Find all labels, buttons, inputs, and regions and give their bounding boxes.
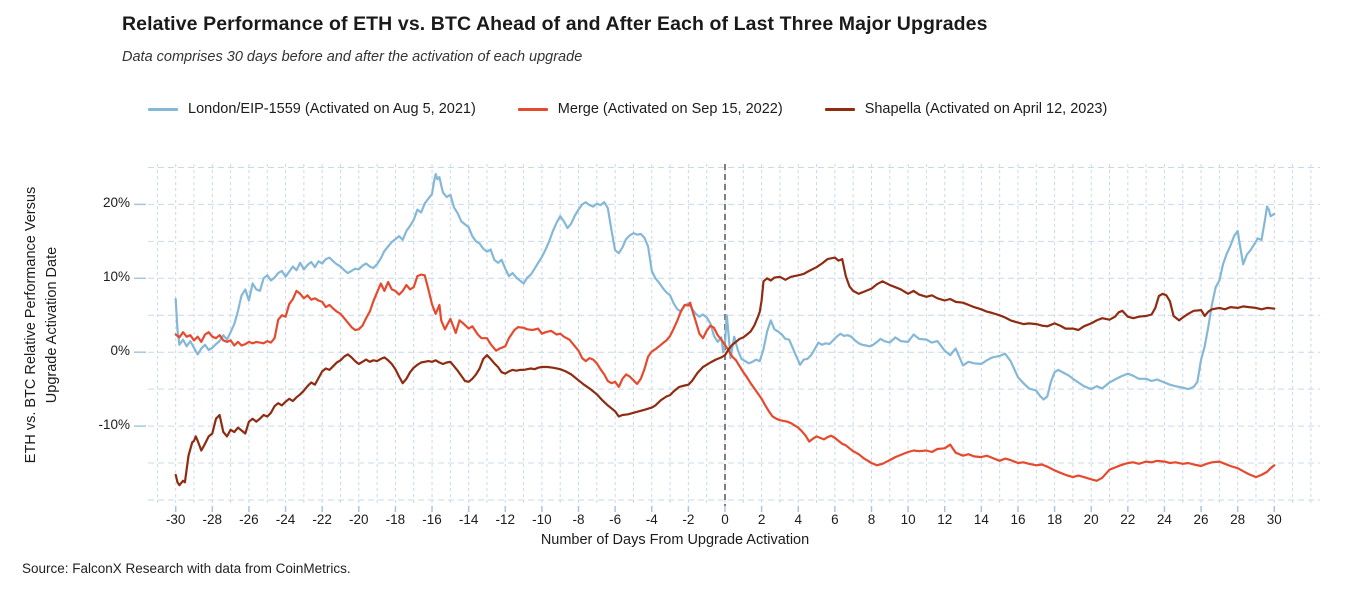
x-tick-label: 8 — [867, 512, 876, 527]
series-line-2 — [174, 256, 1276, 487]
x-tick-label: -30 — [165, 512, 186, 527]
x-tick-label: -28 — [202, 512, 223, 527]
chart-subtitle: Data comprises 30 days before and after … — [122, 49, 583, 65]
legend-label: London/EIP-1559 (Activated on Aug 5, 202… — [188, 101, 476, 117]
x-tick-label: 12 — [937, 512, 953, 527]
legend-item-2: Shapella (Activated on April 12, 2023) — [824, 101, 1108, 117]
x-tick-label: 18 — [1047, 512, 1063, 527]
x-tick-label: -2 — [682, 512, 695, 527]
y-axis-title: ETH vs. BTC Relative Performance Versus … — [21, 95, 65, 555]
x-tick-label: 6 — [831, 512, 839, 527]
y-tick-label: 10% — [102, 269, 130, 285]
x-tick-label: 30 — [1266, 512, 1282, 527]
legend-item-0: London/EIP-1559 (Activated on Aug 5, 202… — [148, 101, 476, 117]
y-tick-label: -10% — [98, 417, 130, 433]
legend-swatch-icon — [148, 107, 178, 111]
x-tick-label: -24 — [275, 512, 296, 527]
legend-label: Merge (Activated on Sep 15, 2022) — [557, 101, 783, 117]
x-tick-label: 26 — [1193, 512, 1209, 527]
x-tick-label: 16 — [1010, 512, 1026, 527]
x-tick-label: 14 — [973, 512, 989, 527]
x-axis-title: Number of Days From Upgrade Activation — [540, 532, 810, 548]
x-tick-label: 0 — [721, 512, 729, 527]
series-line-0 — [174, 173, 1276, 401]
x-tick-label: -4 — [645, 512, 658, 527]
x-tick-label: 4 — [794, 512, 802, 527]
y-tick-label: 20% — [102, 195, 130, 211]
legend-swatch-icon — [824, 107, 855, 111]
series-line-1 — [174, 273, 1276, 482]
x-tick-label: -18 — [385, 512, 406, 527]
page-title: Relative Performance of ETH vs. BTC Ahea… — [122, 13, 988, 35]
x-tick-label: -14 — [458, 512, 479, 527]
legend-item-1: Merge (Activated on Sep 15, 2022) — [517, 101, 783, 117]
y-axis-title-line2: Upgrade Activation Date — [44, 246, 60, 404]
x-tick-label: 24 — [1156, 512, 1172, 527]
source-note: Source: FalconX Research with data from … — [22, 561, 351, 576]
x-tick-label: -22 — [312, 512, 332, 527]
x-tick-label: 2 — [757, 512, 766, 527]
x-tick-label: 28 — [1230, 512, 1246, 527]
y-axis-title-line1: ETH vs. BTC Relative Performance Versus — [23, 186, 39, 464]
x-tick-label: 22 — [1120, 512, 1136, 527]
x-tick-label: -16 — [422, 512, 442, 527]
x-tick-label: -8 — [572, 512, 585, 527]
x-tick-label: -10 — [532, 512, 552, 527]
x-tick-label: -12 — [495, 512, 516, 527]
legend-swatch-icon — [517, 107, 548, 111]
x-tick-label: 10 — [900, 512, 916, 527]
x-tick-label: -6 — [609, 512, 622, 527]
y-tick-label: 0% — [110, 343, 130, 359]
legend: London/EIP-1559 (Activated on Aug 5, 202… — [148, 101, 1135, 117]
x-tick-label: -20 — [349, 512, 369, 527]
x-tick-label: 20 — [1083, 512, 1099, 527]
legend-label: Shapella (Activated on April 12, 2023) — [864, 101, 1108, 117]
x-tick-label: -26 — [239, 512, 259, 527]
